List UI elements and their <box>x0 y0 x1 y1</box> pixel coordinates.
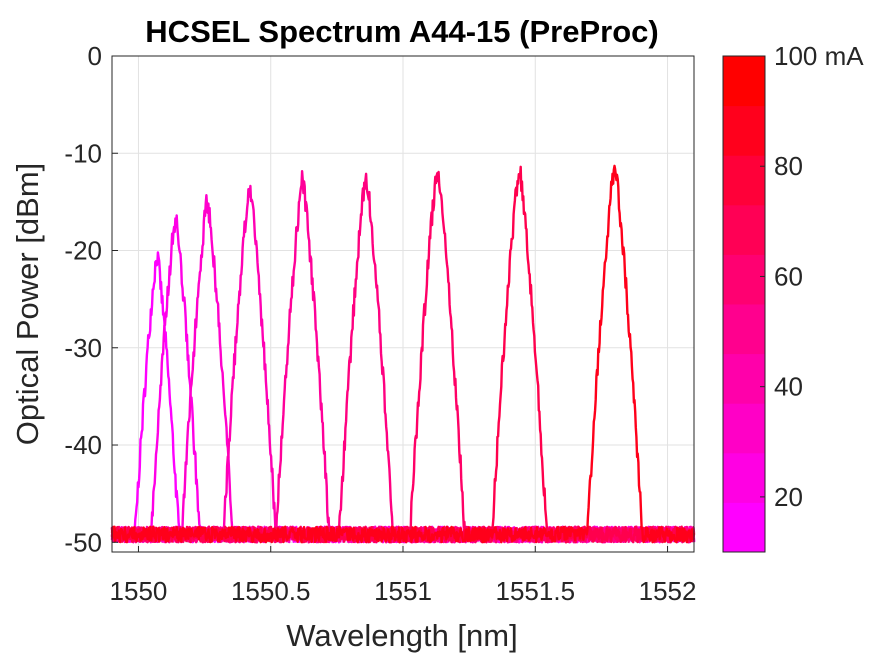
colorbar-tick-label: 40 <box>774 372 803 402</box>
colorbar-tick-label: 60 <box>774 261 803 291</box>
colorbar-tick-label: 20 <box>774 482 803 512</box>
colorbar-segment <box>723 353 765 404</box>
colorbar-segment <box>723 403 765 454</box>
x-tick-label: 1550.5 <box>231 576 311 606</box>
y-tick-label: -20 <box>64 236 102 266</box>
y-axis-ticks: 0 -10 -20 -30 -40 -50 <box>64 41 118 557</box>
x-tick-label: 1551.5 <box>496 576 576 606</box>
x-tick-label: 1551 <box>374 576 432 606</box>
colorbar-tick-label: 100 mA <box>774 41 864 71</box>
y-tick-label: 0 <box>88 41 102 71</box>
grid-lines <box>112 55 694 552</box>
colorbar-segment <box>723 204 765 255</box>
y-tick-label: -40 <box>64 430 102 460</box>
colorbar-segment <box>723 502 765 553</box>
x-tick-label: 1552 <box>639 576 697 606</box>
colorbar-frame <box>722 55 766 553</box>
y-tick-label: -50 <box>64 527 102 557</box>
colorbar-segment <box>723 56 765 107</box>
y-tick-label: -30 <box>64 333 102 363</box>
colorbar-segment <box>723 254 765 305</box>
colorbar-tick-label: 80 <box>774 151 803 181</box>
spectrum-trace-100ma <box>110 164 696 544</box>
colorbar-segment <box>723 155 765 206</box>
colorbar: 20 40 60 80 100 mA <box>722 41 864 553</box>
spectrum-traces <box>110 164 696 544</box>
chart-title: HCSEL Spectrum A44-15 (PreProc) <box>145 14 658 49</box>
x-axis-ticks: 1550 1550.5 1551 1551.5 1552 <box>110 546 697 606</box>
colorbar-segment <box>723 452 765 503</box>
colorbar-segment <box>723 304 765 355</box>
x-axis-label: Wavelength [nm] <box>286 618 517 653</box>
colorbar-segment <box>723 105 765 156</box>
x-tick-label: 1550 <box>110 576 168 606</box>
y-axis-label: Optical Power [dBm] <box>10 163 45 446</box>
y-tick-label: -10 <box>64 138 102 168</box>
